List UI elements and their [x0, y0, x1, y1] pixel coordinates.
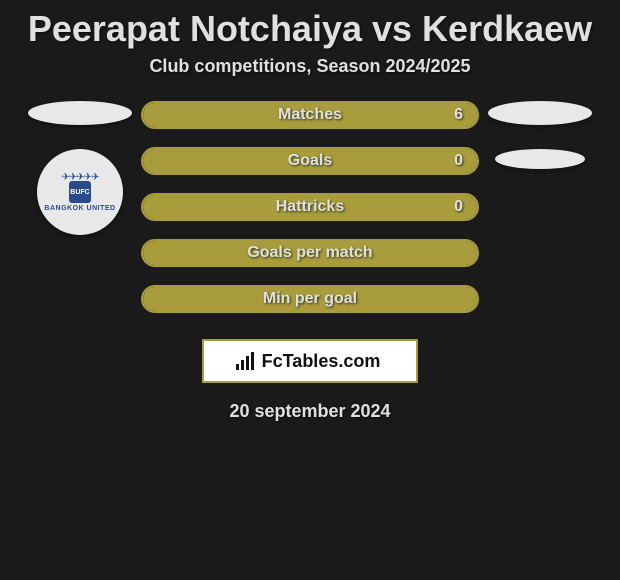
left-column: ✈✈✈✈✈ BUFC BANGKOK UNITED — [20, 101, 140, 235]
stats-column: Matches 6 Goals 0 Hattricks 0 Goals per … — [140, 101, 480, 383]
stat-value: 6 — [454, 106, 463, 124]
content: ✈✈✈✈✈ BUFC BANGKOK UNITED Matches 6 Goal… — [0, 101, 620, 383]
chart-icon — [236, 352, 254, 370]
player-avatar-placeholder-right-2 — [495, 149, 585, 169]
page-title: Peerapat Notchaiya vs Kerdkaew — [0, 0, 620, 56]
subtitle: Club competitions, Season 2024/2025 — [0, 56, 620, 77]
shield-icon: BUFC — [69, 181, 91, 203]
stat-bar-mpg: Min per goal — [141, 285, 479, 313]
player-avatar-placeholder-left — [28, 101, 132, 125]
stat-bar-gpm: Goals per match — [141, 239, 479, 267]
stat-label: Matches — [143, 106, 477, 124]
stat-label: Min per goal — [143, 290, 477, 308]
date: 20 september 2024 — [0, 401, 620, 422]
player-avatar-placeholder-right-1 — [488, 101, 592, 125]
brand-box[interactable]: FcTables.com — [202, 339, 418, 383]
brand-text: FcTables.com — [258, 351, 385, 372]
stat-label: Goals — [143, 152, 477, 170]
club-logo: ✈✈✈✈✈ BUFC BANGKOK UNITED — [37, 149, 123, 235]
stat-label: Goals per match — [143, 244, 477, 262]
stat-value: 0 — [454, 152, 463, 170]
stat-bar-hattricks: Hattricks 0 — [141, 193, 479, 221]
stat-value: 0 — [454, 198, 463, 216]
club-name: BANGKOK UNITED — [44, 205, 115, 212]
stat-bar-goals: Goals 0 — [141, 147, 479, 175]
stat-bar-matches: Matches 6 — [141, 101, 479, 129]
brand-inner: FcTables.com — [204, 341, 416, 381]
stat-label: Hattricks — [143, 198, 477, 216]
right-column — [480, 101, 600, 169]
